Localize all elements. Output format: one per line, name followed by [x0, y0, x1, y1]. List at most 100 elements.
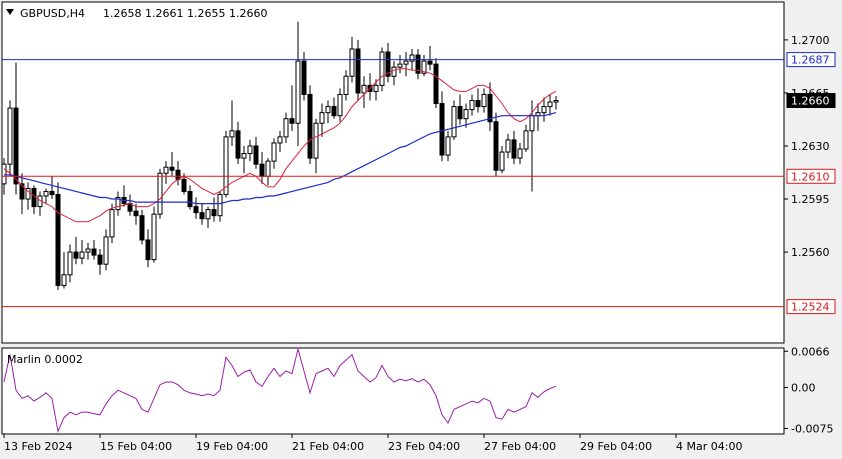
candle-body — [49, 190, 55, 195]
candle — [307, 85, 313, 165]
candle-body — [541, 106, 547, 114]
candle-body — [553, 100, 559, 103]
candle-body — [199, 212, 205, 220]
candle-body — [391, 66, 397, 77]
candle — [397, 55, 403, 74]
candle-body — [265, 160, 271, 177]
candle — [487, 82, 493, 131]
candle — [79, 239, 85, 265]
candle — [247, 139, 253, 162]
candle — [115, 191, 121, 216]
candle-body — [205, 209, 211, 220]
candle-body — [463, 109, 469, 120]
candle-body — [55, 193, 61, 286]
candle — [475, 88, 481, 113]
candle-body — [79, 251, 85, 259]
candle — [505, 133, 511, 159]
svg-text:1.2687: 1.2687 — [791, 54, 830, 67]
candle — [205, 206, 211, 228]
candle — [313, 118, 319, 174]
candle-body — [289, 118, 295, 124]
candle-body — [145, 239, 151, 261]
candle — [337, 88, 343, 122]
candle-body — [433, 63, 439, 105]
candle-body — [61, 274, 67, 286]
candle — [541, 97, 547, 122]
time-tick-label: 4 Mar 04:00 — [676, 440, 742, 453]
candle-body — [157, 172, 163, 215]
candle — [109, 203, 115, 243]
candle-body — [469, 100, 475, 111]
candle-body — [295, 60, 301, 124]
candle-body — [397, 63, 403, 68]
candle-body — [133, 210, 139, 217]
candle-body — [421, 60, 427, 74]
candle — [469, 94, 475, 116]
red-lower-price-label: 1.2524 — [786, 299, 836, 315]
slow-ma-line — [4, 112, 557, 205]
candle — [457, 94, 463, 125]
candle-body — [355, 48, 361, 94]
candle — [493, 112, 499, 177]
candle — [235, 121, 241, 165]
candle-body — [451, 106, 457, 138]
candle-body — [73, 251, 79, 259]
candle-body — [445, 136, 451, 156]
candle-body — [529, 115, 535, 132]
candle — [289, 85, 295, 131]
indicator-tick-label: 0.00 — [791, 381, 816, 394]
indicator-tick-label: -0.0075 — [791, 423, 833, 436]
candle-body — [385, 51, 391, 77]
candle-body — [85, 248, 91, 253]
candle — [547, 94, 553, 116]
indicator-tick-label: 0.0066 — [791, 345, 830, 358]
candle — [517, 142, 523, 165]
collapse-triangle-icon[interactable] — [6, 9, 14, 15]
candle — [217, 191, 223, 222]
candle-body — [475, 100, 481, 108]
candle — [253, 136, 259, 169]
current-price-label: 1.2660 — [786, 93, 836, 109]
candle — [523, 124, 529, 153]
candle — [163, 161, 169, 184]
candle — [103, 229, 109, 271]
candle-body — [415, 54, 421, 74]
candles-group — [1, 21, 559, 290]
candle-body — [91, 248, 97, 256]
candle — [355, 39, 361, 101]
candle — [511, 130, 517, 165]
candle-body — [181, 178, 187, 192]
candle-body — [325, 106, 331, 114]
blue-level-price-label: 1.2687 — [786, 52, 836, 68]
candle — [151, 206, 157, 263]
main-chart-pane[interactable] — [1, 1, 785, 344]
candle — [421, 55, 427, 77]
time-tick-label: 13 Feb 2024 — [4, 440, 72, 453]
candle — [319, 103, 325, 137]
candle-body — [67, 251, 73, 276]
candle-body — [1, 163, 7, 185]
candle — [301, 52, 307, 101]
candle-body — [43, 190, 49, 197]
candle-body — [319, 112, 325, 124]
candle-body — [403, 60, 409, 65]
time-tick-label: 21 Feb 04:00 — [292, 440, 364, 453]
candle — [67, 244, 73, 283]
candle-body — [253, 145, 259, 165]
red-upper-price-label: 1.2610 — [786, 168, 836, 184]
candle-body — [235, 130, 241, 159]
price-tick-label: 1.2560 — [791, 246, 830, 259]
candle — [19, 173, 25, 215]
candle-body — [223, 136, 229, 195]
time-axis[interactable]: 13 Feb 2024 15 Feb 04:00 19 Feb 04:00 21 Fe… — [3, 434, 742, 453]
candle-body — [163, 166, 169, 174]
candle-body — [505, 139, 511, 153]
candle-body — [409, 54, 415, 62]
candle-body — [193, 206, 199, 214]
indicator-pane[interactable] — [1, 347, 785, 435]
horizontal-levels-group — [2, 59, 784, 308]
candle-body — [523, 130, 529, 150]
candle-body — [457, 106, 463, 120]
candle — [49, 176, 55, 200]
